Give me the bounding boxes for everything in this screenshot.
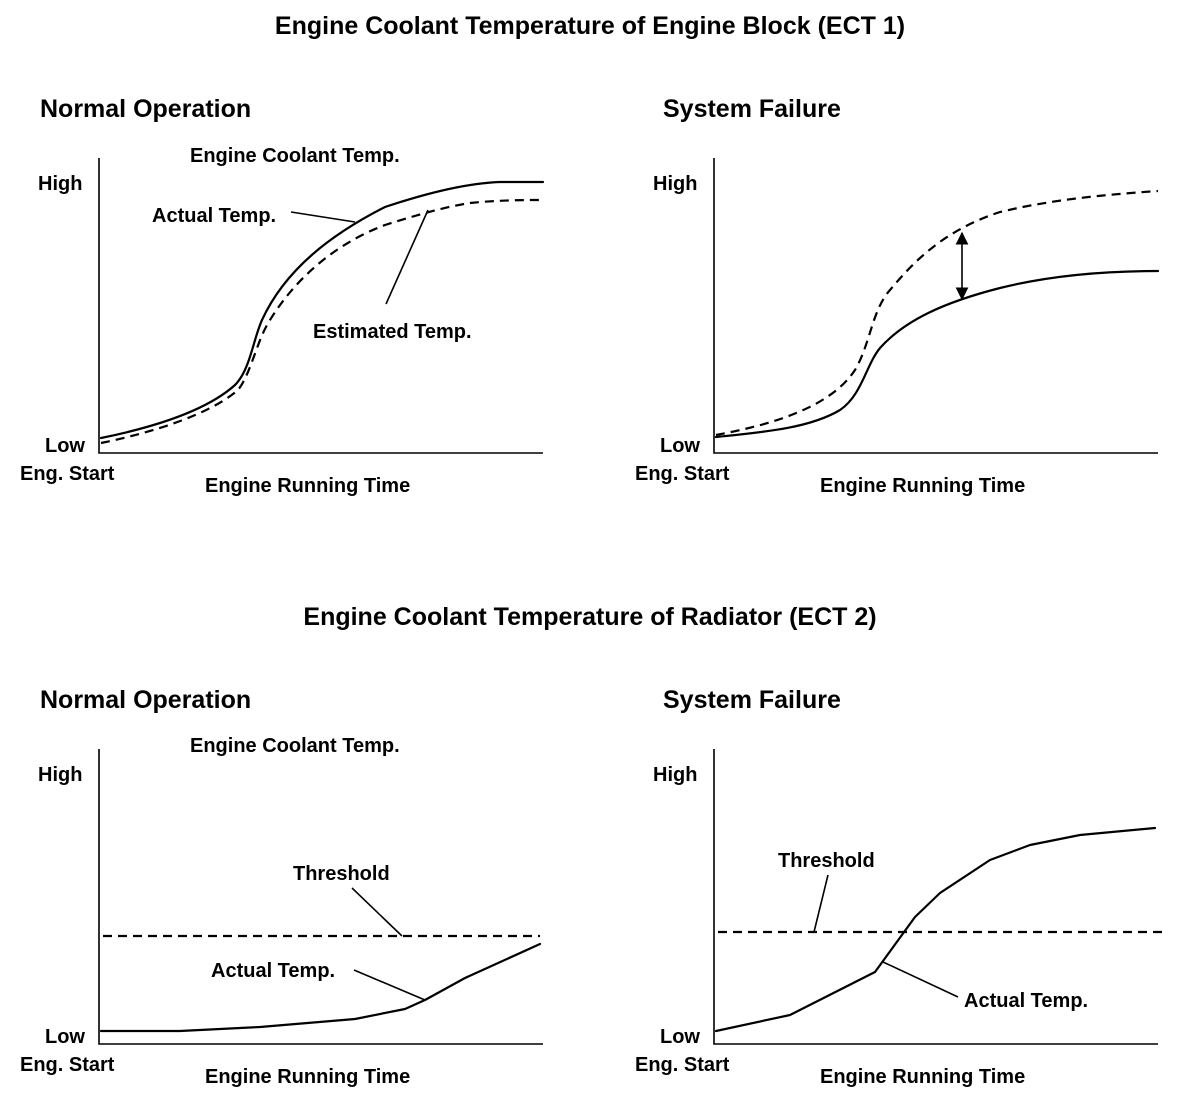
x-start-label: Eng. Start xyxy=(20,1054,115,1076)
actual-temp-label: Actual Temp. xyxy=(152,205,276,227)
actual-temp-leader xyxy=(882,961,959,998)
y-low-label: Low xyxy=(660,435,700,457)
estimated-temp-label: Estimated Temp. xyxy=(313,321,472,343)
actual-temp-leader xyxy=(353,969,426,1001)
actual-temp-curve xyxy=(99,180,545,440)
panel-ect2-normal: Normal Operation Engine Coolant Temp. Hi… xyxy=(20,686,543,1088)
x-axis-title: Engine Running Time xyxy=(205,475,410,497)
actual-temp-label: Actual Temp. xyxy=(211,960,335,982)
estimated-temp-curve xyxy=(100,198,544,445)
panel-ect2-failure: System Failure High Low Eng. Start Engin… xyxy=(635,686,1165,1088)
x-start-label: Eng. Start xyxy=(20,463,115,485)
panel-ect1-failure: System Failure High Low Eng. Start Engin… xyxy=(635,95,1160,497)
threshold-label: Threshold xyxy=(293,863,390,885)
y-axis-title: Engine Coolant Temp. xyxy=(190,145,400,167)
x-start-label: Eng. Start xyxy=(635,463,730,485)
y-high-label: High xyxy=(38,764,82,786)
threshold-leader xyxy=(813,874,829,933)
panel-title: Normal Operation xyxy=(40,95,251,123)
x-axis-title: Engine Running Time xyxy=(820,475,1025,497)
section-title-ect2: Engine Coolant Temperature of Radiator (… xyxy=(303,603,876,631)
actual-temp-curve xyxy=(99,942,542,1033)
y-low-label: Low xyxy=(45,1026,85,1048)
axes xyxy=(713,749,1158,1045)
axes xyxy=(98,158,543,454)
y-low-label: Low xyxy=(45,435,85,457)
axes xyxy=(713,158,1158,454)
estimated-temp-leader xyxy=(385,209,429,305)
actual-temp-curve xyxy=(714,269,1160,439)
axes xyxy=(98,749,543,1045)
actual-temp-label: Actual Temp. xyxy=(964,990,1088,1012)
section-title-ect1: Engine Coolant Temperature of Engine Blo… xyxy=(275,12,905,40)
panel-ect1-normal: Normal Operation Engine Coolant Temp. Hi… xyxy=(20,95,545,497)
y-low-label: Low xyxy=(660,1026,700,1048)
threshold-label: Threshold xyxy=(778,850,875,872)
x-axis-title: Engine Running Time xyxy=(820,1066,1025,1088)
y-high-label: High xyxy=(38,173,82,195)
y-high-label: High xyxy=(653,173,697,195)
panel-title: Normal Operation xyxy=(40,686,251,714)
actual-temp-curve xyxy=(714,826,1157,1033)
x-start-label: Eng. Start xyxy=(635,1054,730,1076)
y-high-label: High xyxy=(653,764,697,786)
actual-temp-leader xyxy=(290,211,356,223)
y-axis-title: Engine Coolant Temp. xyxy=(190,735,400,757)
panel-title: System Failure xyxy=(663,686,841,714)
threshold-leader xyxy=(351,887,403,937)
estimated-temp-curve xyxy=(715,189,1159,437)
panel-title: System Failure xyxy=(663,95,841,123)
x-axis-title: Engine Running Time xyxy=(205,1066,410,1088)
